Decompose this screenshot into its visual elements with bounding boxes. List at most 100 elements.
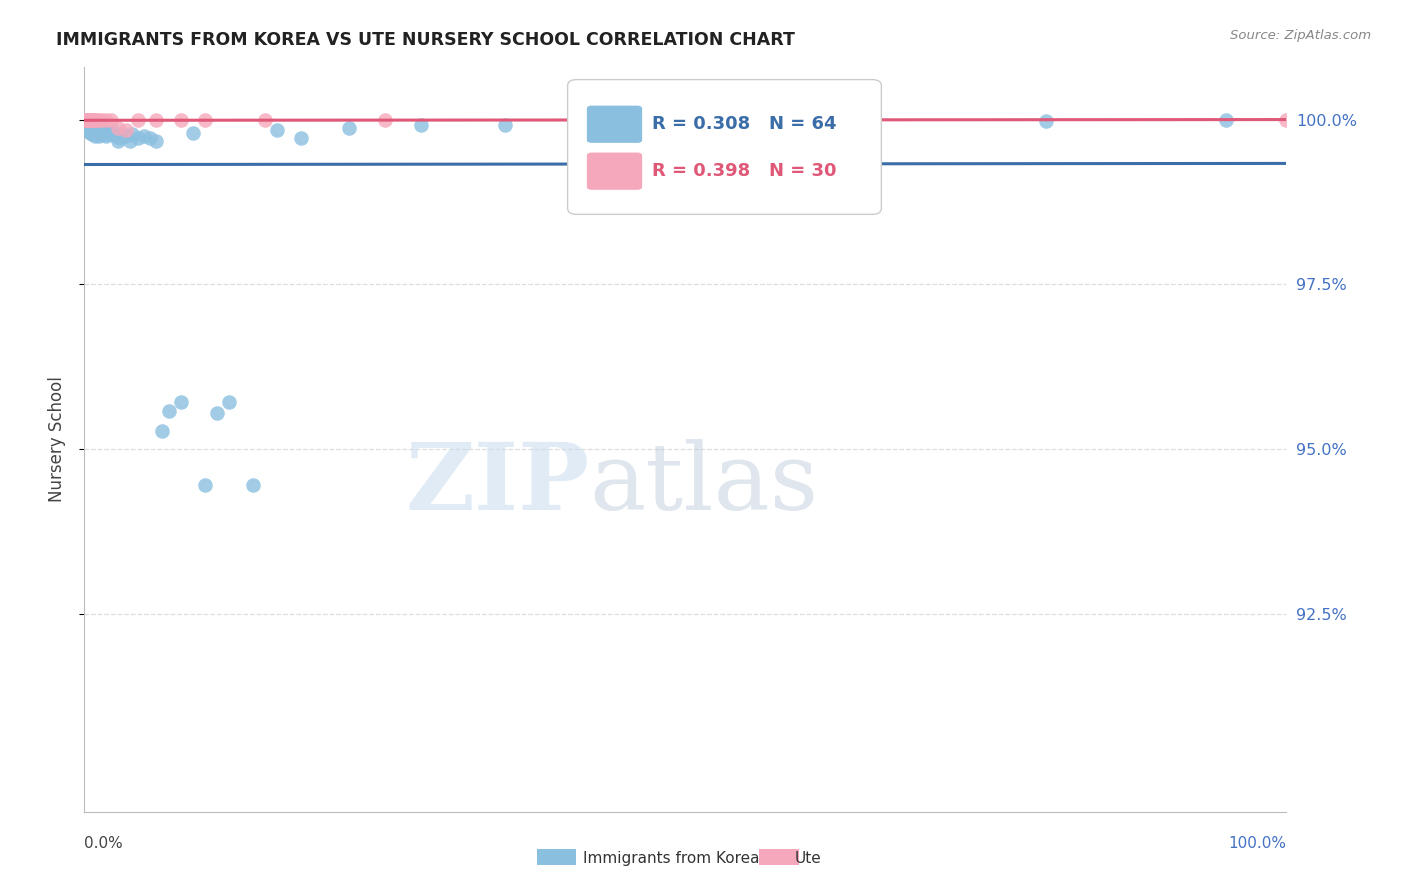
Point [145,134,167,148]
Point [94,112,117,127]
Point [83,127,105,141]
Point [76,112,98,127]
Point [111,127,134,141]
Point [100,112,122,127]
Point [93,127,115,141]
Point [75,122,97,136]
FancyBboxPatch shape [568,79,882,214]
Point [77,112,100,127]
Point [409,118,432,132]
Point [90,127,112,141]
Point [115,129,138,144]
Point [77,122,100,136]
Point [127,131,149,145]
Point [79,126,101,140]
Point [80,122,103,136]
Point [107,120,129,135]
Point [218,394,240,409]
Point [84,120,107,134]
Point [127,112,149,127]
Point [82,124,104,138]
Point [139,131,162,145]
Text: R = 0.398   N = 30: R = 0.398 N = 30 [652,162,837,180]
Point [107,134,129,148]
Point [266,122,288,136]
Point [89,126,111,140]
Point [76,122,98,136]
Point [104,129,127,144]
Point [614,118,637,132]
Point [1215,112,1237,127]
Point [77,118,100,132]
Point [79,122,101,136]
Point [86,127,108,141]
Text: ZIP: ZIP [405,439,589,529]
Point [77,120,100,135]
Text: R = 0.308   N = 64: R = 0.308 N = 64 [652,115,837,133]
Point [94,126,117,140]
Point [79,120,101,134]
Point [97,126,120,140]
Point [118,134,141,148]
Text: Immigrants from Korea: Immigrants from Korea [583,851,761,865]
Point [169,394,191,409]
Y-axis label: Nursery School: Nursery School [48,376,66,502]
Point [87,129,110,144]
Point [77,112,100,127]
Point [83,112,105,127]
Point [145,112,167,127]
Point [100,127,122,141]
Point [79,112,101,127]
Bar [537,849,576,865]
Point [75,112,97,127]
Point [242,478,264,492]
Point [84,112,107,127]
Point [75,120,97,134]
Point [86,126,108,140]
FancyBboxPatch shape [586,105,643,143]
Text: Source: ZipAtlas.com: Source: ZipAtlas.com [1230,29,1371,42]
Point [76,120,98,134]
Text: Ute: Ute [794,851,821,865]
Point [1035,114,1057,128]
Point [77,124,100,138]
Point [1275,112,1298,127]
Point [82,112,104,127]
Point [253,112,276,127]
Text: atlas: atlas [589,439,818,529]
Point [77,112,100,127]
Point [157,404,180,418]
Text: 100.0%: 100.0% [1229,836,1286,851]
Point [337,120,360,135]
Point [205,406,228,420]
Point [87,124,110,138]
Point [76,112,98,127]
Point [194,478,217,492]
Point [134,129,156,144]
Point [110,131,132,145]
Point [77,112,100,127]
Point [84,129,107,144]
Point [194,112,217,127]
Point [181,126,204,140]
Point [79,112,101,127]
Point [91,124,114,138]
Point [96,127,118,141]
Bar [759,849,799,865]
Point [77,120,100,134]
Point [75,112,97,127]
Point [103,124,125,138]
Point [82,120,104,135]
Point [80,112,103,127]
Point [374,112,396,127]
Point [82,112,104,127]
FancyBboxPatch shape [586,153,643,190]
Point [115,122,138,136]
Point [83,122,105,136]
Point [80,127,103,141]
Point [77,120,100,135]
Point [86,122,108,136]
Point [494,118,516,132]
Text: IMMIGRANTS FROM KOREA VS UTE NURSERY SCHOOL CORRELATION CHART: IMMIGRANTS FROM KOREA VS UTE NURSERY SCH… [56,31,796,49]
Point [290,131,312,145]
